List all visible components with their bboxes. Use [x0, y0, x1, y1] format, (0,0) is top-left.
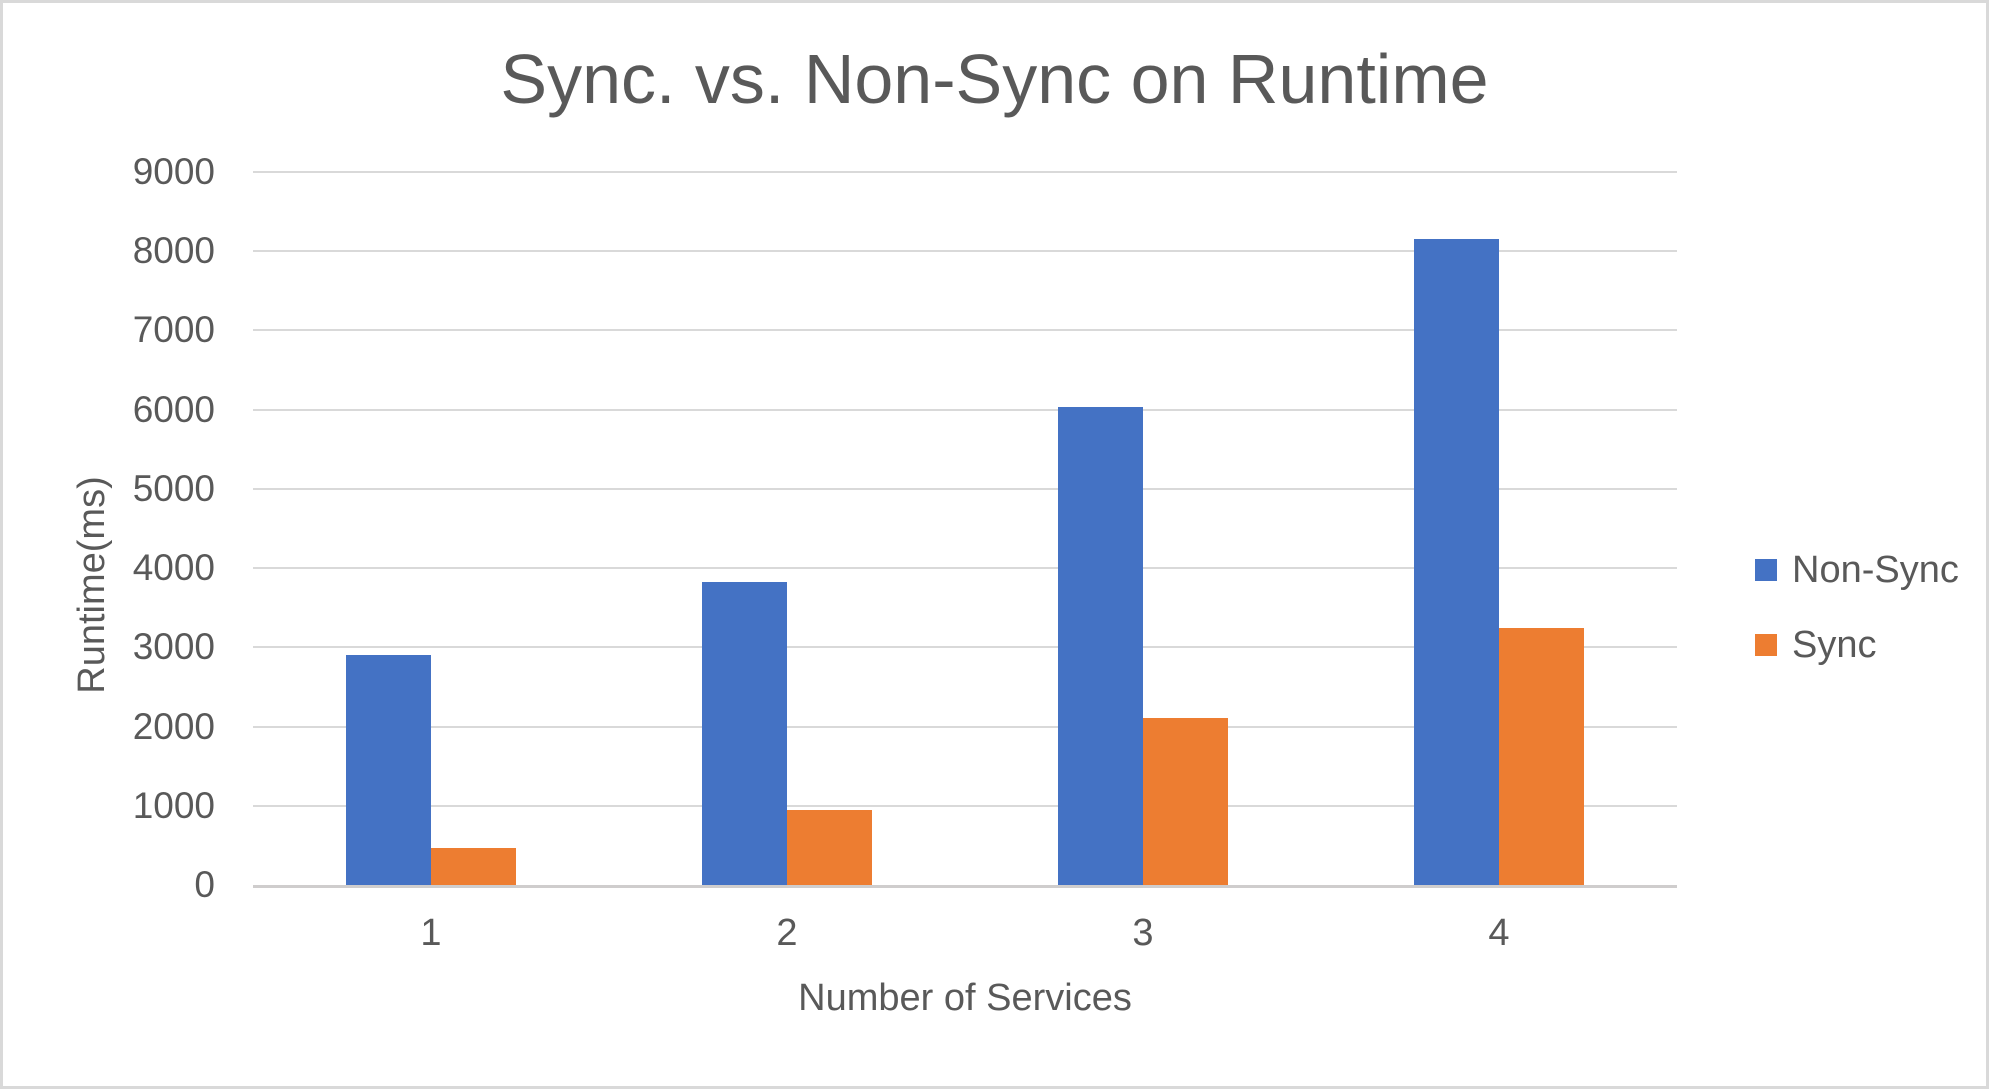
y-tick-label-3000: 3000	[132, 626, 215, 668]
legend-item-sync: Sync	[1755, 623, 1959, 667]
legend-swatch-sync	[1755, 634, 1777, 656]
y-tick-label-4000: 4000	[132, 547, 215, 589]
chart-title: Sync. vs. Non-Sync on Runtime	[500, 40, 1489, 118]
bar-non-sync-3	[1058, 407, 1143, 885]
legend-label-non-sync: Non-Sync	[1792, 549, 1959, 591]
y-tick-label-7000: 7000	[132, 309, 215, 351]
bar-sync-3	[1143, 718, 1228, 885]
gridline-9000	[253, 171, 1677, 173]
gridline-2000	[253, 725, 1677, 728]
legend-item-non-sync: Non-Sync	[1755, 548, 1959, 592]
bar-non-sync-2	[702, 582, 787, 885]
x-tick-label-4: 4	[1488, 912, 1510, 954]
bar-non-sync-4	[1414, 239, 1499, 885]
bar-sync-4	[1499, 628, 1584, 885]
y-tick-label-9000: 9000	[132, 151, 215, 192]
x-tick-label-2: 2	[776, 912, 798, 954]
bar-sync-1	[431, 848, 516, 885]
bar-non-sync-1	[346, 655, 431, 885]
y-tick-label-1000: 1000	[132, 784, 215, 826]
bar-sync-2	[787, 810, 872, 885]
bar-group-1	[253, 172, 609, 885]
legend-label-sync: Sync	[1792, 624, 1877, 666]
x-axis-tick-labels: 1 2 3 4	[253, 908, 1677, 958]
x-tick-label-1: 1	[420, 912, 442, 954]
gridline-8000	[253, 250, 1677, 253]
y-tick-label-2000: 2000	[132, 705, 215, 747]
y-axis-tick-labels: 9000 8000 7000 6000 5000 4000 3000 2000 1000 0	[3, 151, 215, 905]
y-tick-label-0: 0	[194, 864, 215, 905]
gridline-7000	[253, 329, 1677, 332]
legend: Non-Sync Sync	[1755, 548, 1959, 667]
x-tick-label-3: 3	[1132, 912, 1154, 954]
x-axis-title: Number of Services	[798, 977, 1132, 1019]
x-axis-line	[253, 885, 1677, 888]
gridline-5000	[253, 487, 1677, 490]
y-tick-label-8000: 8000	[132, 230, 215, 272]
gridline-3000	[253, 646, 1677, 649]
plot-area	[253, 171, 1677, 888]
bar-group-2	[609, 172, 965, 885]
gridline-1000	[253, 804, 1677, 807]
y-tick-label-5000: 5000	[132, 467, 215, 509]
gridline-6000	[253, 408, 1677, 411]
y-tick-label-6000: 6000	[132, 388, 215, 430]
bar-group-3	[965, 172, 1321, 885]
bars-layer	[253, 172, 1677, 885]
gridline-4000	[253, 567, 1677, 570]
bar-group-4	[1321, 172, 1677, 885]
legend-swatch-non-sync	[1755, 559, 1777, 581]
